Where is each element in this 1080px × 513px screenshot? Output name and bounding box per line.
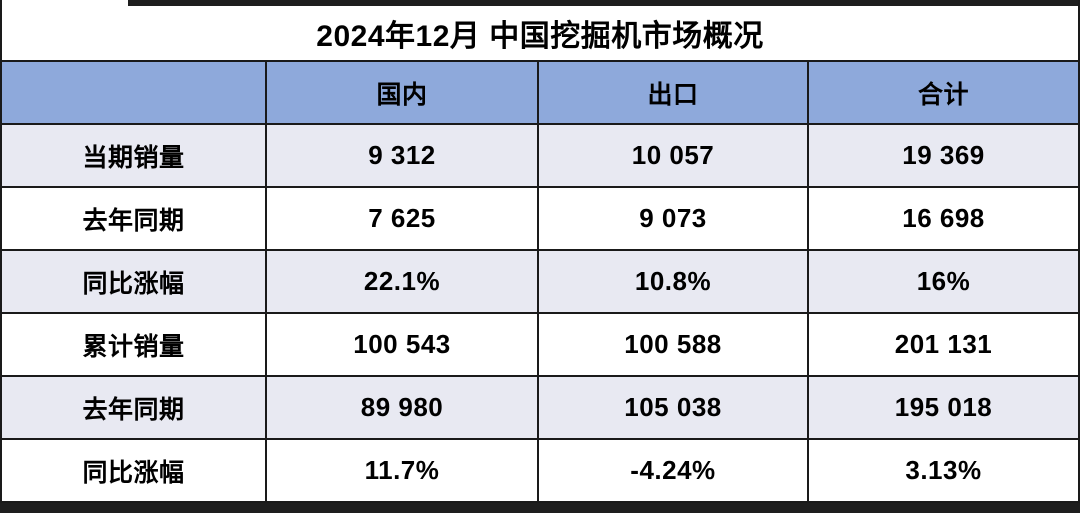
domestic-value-cell: 89 980 xyxy=(265,377,537,438)
row-label-cell: 去年同期 xyxy=(82,395,185,424)
page-title: 2024年12月 中国挖掘机市场概况 xyxy=(316,20,764,53)
table-body: 当期销量 9 312 10 057 19 369 去年同期 7 625 9 07… xyxy=(2,125,1078,503)
export-value-cell: 105 038 xyxy=(537,377,807,438)
export-value-cell: 10 057 xyxy=(537,125,807,186)
total-value-cell: 16 698 xyxy=(807,188,1078,249)
table-bottom-border xyxy=(0,503,1080,513)
table-row: 同比涨幅 11.7% -4.24% 3.13% xyxy=(2,440,1078,503)
table-right-border xyxy=(1078,0,1080,503)
table-left-border xyxy=(0,0,2,503)
row-label-cell: 当期销量 xyxy=(82,143,185,172)
domestic-value-cell: 7 625 xyxy=(265,188,537,249)
export-value-cell: -4.24% xyxy=(537,440,807,501)
row-label-cell: 去年同期 xyxy=(82,206,185,235)
column-header-domestic: 国内 xyxy=(265,62,537,123)
table-header-row: 国内 出口 合计 xyxy=(2,62,1078,125)
total-value-cell: 16% xyxy=(807,251,1078,312)
table-row: 同比涨幅 22.1% 10.8% 16% xyxy=(2,251,1078,314)
table-content: 2024年12月 中国挖掘机市场概况 国内 出口 合计 当期销量 9 312 1… xyxy=(2,6,1078,503)
domestic-value-cell: 22.1% xyxy=(265,251,537,312)
table-row: 当期销量 9 312 10 057 19 369 xyxy=(2,125,1078,188)
domestic-value-cell: 11.7% xyxy=(265,440,537,501)
total-value-cell: 201 131 xyxy=(807,314,1078,375)
column-header-export: 出口 xyxy=(537,62,807,123)
domestic-value-cell: 9 312 xyxy=(265,125,537,186)
table-top-border xyxy=(128,0,1080,6)
export-value-cell: 10.8% xyxy=(537,251,807,312)
domestic-value-cell: 100 543 xyxy=(265,314,537,375)
row-label-cell: 累计销量 xyxy=(82,332,185,361)
table-title-row: 2024年12月 中国挖掘机市场概况 xyxy=(2,6,1078,62)
table-row: 去年同期 7 625 9 073 16 698 xyxy=(2,188,1078,251)
column-header-total: 合计 xyxy=(807,62,1078,123)
total-value-cell: 3.13% xyxy=(807,440,1078,501)
table-row: 去年同期 89 980 105 038 195 018 xyxy=(2,377,1078,440)
export-value-cell: 100 588 xyxy=(537,314,807,375)
column-header-blank xyxy=(2,62,265,123)
table-row: 累计销量 100 543 100 588 201 131 xyxy=(2,314,1078,377)
row-label-cell: 同比涨幅 xyxy=(82,458,185,487)
row-label-cell: 同比涨幅 xyxy=(82,269,185,298)
total-value-cell: 195 018 xyxy=(807,377,1078,438)
total-value-cell: 19 369 xyxy=(807,125,1078,186)
export-value-cell: 9 073 xyxy=(537,188,807,249)
